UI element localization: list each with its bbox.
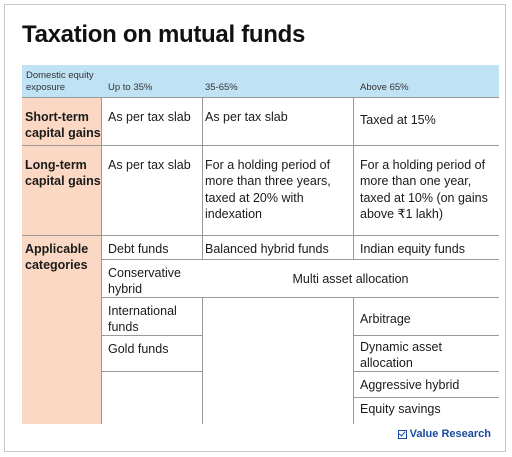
divider — [353, 335, 499, 336]
divider — [353, 371, 499, 372]
row-label-short-term: Short-term capital gains — [25, 110, 101, 141]
short-term-35-65: As per tax slab — [205, 110, 288, 124]
category-balanced-hybrid: Balanced hybrid funds — [205, 242, 329, 256]
divider — [353, 97, 354, 259]
category-arbitrage: Arbitrage — [360, 312, 411, 326]
divider — [101, 335, 202, 336]
category-equity-savings: Equity savings — [360, 402, 441, 416]
category-aggressive-hybrid: Aggressive hybrid — [360, 378, 460, 392]
long-term-up-to-35: As per tax slab — [108, 158, 191, 172]
row-header-column-bg — [22, 97, 101, 424]
divider — [101, 259, 499, 260]
tax-table: Domestic equity exposure Up to 35% 35-65… — [22, 65, 499, 424]
header-row-bg — [22, 65, 499, 97]
divider — [101, 371, 202, 372]
category-dynamic-asset: Dynamic asset allocation — [360, 340, 442, 371]
value-research-logo: Value Research — [397, 428, 491, 440]
divider — [101, 297, 499, 298]
checkbox-logo-icon — [397, 429, 407, 439]
category-conservative-hybrid: Conservative hybrid — [108, 266, 181, 297]
divider — [22, 235, 499, 236]
category-indian-equity: Indian equity funds — [360, 242, 465, 256]
divider — [202, 297, 203, 424]
infographic-card: Taxation on mutual funds Domestic equity… — [4, 4, 506, 452]
divider — [22, 145, 499, 146]
brand-name: Value Research — [409, 428, 491, 440]
divider — [22, 97, 499, 98]
category-gold-funds: Gold funds — [108, 342, 169, 356]
divider — [202, 97, 203, 259]
row-label-categories: Applicable categories — [25, 242, 89, 273]
header-35-65: 35-65% — [205, 82, 238, 94]
header-up-to-35: Up to 35% — [108, 82, 153, 94]
short-term-up-to-35: As per tax slab — [108, 110, 191, 124]
header-above-65: Above 65% — [360, 82, 409, 94]
divider — [353, 397, 499, 398]
divider — [353, 297, 354, 424]
short-term-above-65: Taxed at 15% — [360, 113, 436, 127]
category-multi-asset: Multi asset allocation — [292, 272, 409, 286]
long-term-35-65: For a holding period of more than three … — [205, 158, 331, 221]
divider — [101, 97, 102, 424]
header-equity-exposure: Domestic equity exposure — [26, 70, 98, 94]
category-debt-funds: Debt funds — [108, 242, 169, 256]
row-label-long-term: Long-term capital gains — [25, 158, 101, 189]
long-term-above-65: For a holding period of more than one ye… — [360, 158, 488, 221]
page-title: Taxation on mutual funds — [22, 21, 306, 48]
category-international-funds: International funds — [108, 304, 177, 335]
